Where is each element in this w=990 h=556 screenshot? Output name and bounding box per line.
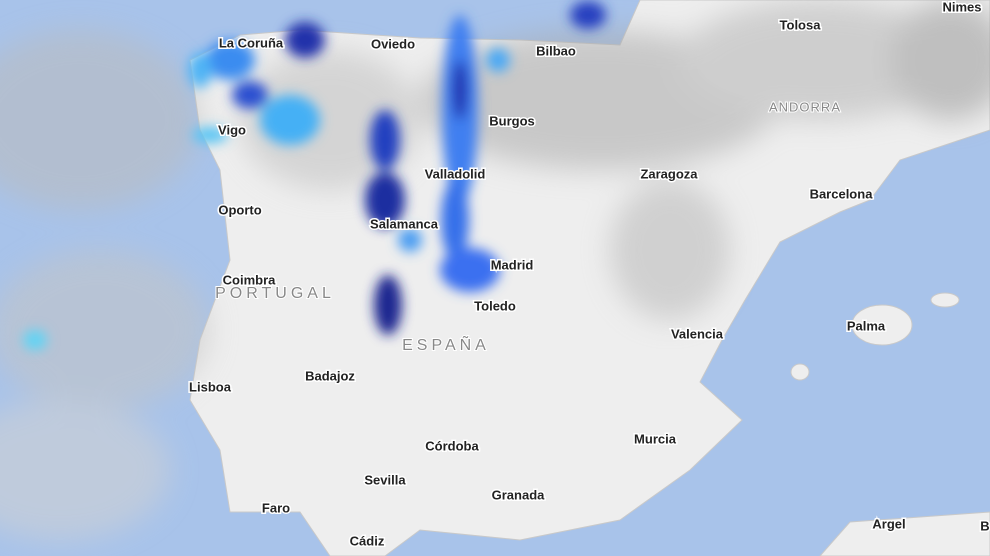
city-label: Valladolid — [425, 166, 486, 181]
precipitation — [23, 1, 606, 350]
city-label: Faro — [262, 500, 290, 515]
city-label: Burgos — [489, 113, 535, 128]
city-label: Vigo — [218, 122, 246, 137]
city-label: Córdoba — [425, 438, 479, 453]
city-label: Granada — [492, 487, 546, 502]
city-label: Coimbra — [223, 272, 277, 287]
city-label: Palma — [847, 318, 886, 333]
city-label: Badajoz — [305, 368, 355, 383]
labels: Nimes Tolosa La Coruña Oviedo Bilbao Bur… — [188, 0, 990, 550]
city-label: Sevilla — [364, 472, 406, 487]
city-label: Toledo — [474, 298, 516, 313]
city-label: Valencia — [671, 326, 724, 341]
city-label: Cádiz — [350, 533, 385, 548]
city-label: Madrid — [491, 257, 534, 272]
city-label: Tolosa — [780, 17, 822, 32]
city-label: B — [980, 518, 989, 533]
city-label: Barcelona — [810, 186, 874, 201]
city-label: Murcia — [634, 431, 677, 446]
island — [930, 292, 960, 308]
city-label: Argel — [872, 516, 905, 531]
city-label: Oporto — [218, 202, 261, 217]
region-label: ANDORRA — [769, 99, 841, 114]
island — [851, 304, 913, 346]
city-label: Lisboa — [189, 379, 232, 394]
island — [790, 363, 810, 381]
city-label: Salamanca — [370, 216, 439, 231]
city-label: Zaragoza — [640, 166, 698, 181]
land-africa — [819, 511, 990, 556]
city-label: La Coruña — [219, 35, 284, 50]
city-label: Nimes — [942, 0, 981, 14]
city-label: Oviedo — [371, 36, 415, 51]
region-label: ESPAÑA — [402, 334, 490, 354]
city-label: Bilbao — [536, 43, 576, 58]
region-label: PORTUGAL — [215, 285, 335, 302]
